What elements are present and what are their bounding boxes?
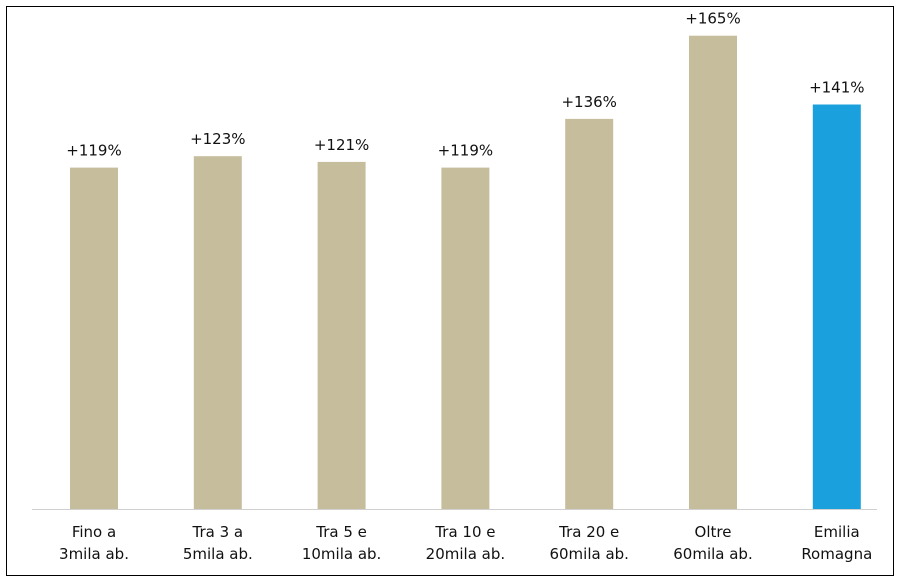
value-label-6: +141% bbox=[809, 79, 864, 97]
bar-6 bbox=[812, 104, 861, 509]
bar-5 bbox=[689, 35, 737, 509]
x-tick-label-5-line-0: Oltre bbox=[695, 523, 732, 541]
x-tick-label-3-line-0: Tra 10 e bbox=[434, 523, 495, 541]
x-tick-label-6-line-1: Romagna bbox=[801, 545, 872, 563]
value-labels-layer: +119% +123% +121% +119% +136% +165% +141% bbox=[66, 10, 864, 160]
x-tick-label-5-line-1: 60mila ab. bbox=[673, 545, 752, 563]
bar-0 bbox=[70, 167, 118, 509]
value-label-3: +119% bbox=[438, 142, 493, 160]
value-label-5: +165% bbox=[685, 10, 740, 28]
bar-3 bbox=[441, 167, 490, 509]
value-label-2: +121% bbox=[314, 136, 369, 154]
x-tick-label-2-line-1: 10mila ab. bbox=[302, 545, 381, 563]
x-tick-label-0-line-1: 3mila ab. bbox=[59, 545, 129, 563]
x-tick-label-1-line-0: Tra 3 a bbox=[192, 523, 244, 541]
x-tick-label-4-line-0: Tra 20 e bbox=[558, 523, 619, 541]
bar-2 bbox=[317, 161, 366, 509]
x-tick-label-0-line-0: Fino a bbox=[72, 523, 116, 541]
value-label-0: +119% bbox=[66, 142, 121, 160]
x-tick-label-3-line-1: 20mila ab. bbox=[426, 545, 505, 563]
x-tick-label-1-line-1: 5mila ab. bbox=[183, 545, 253, 563]
bars-layer bbox=[70, 35, 861, 510]
bar-4 bbox=[565, 118, 614, 510]
bar-chart: +119% +123% +121% +119% +136% +165% +141% Fino… bbox=[32, 10, 877, 563]
chart-frame: +119% +123% +121% +119% +136% +165% +141% Fino… bbox=[6, 6, 894, 576]
x-tick-label-2-line-0: Tra 5 e bbox=[315, 523, 367, 541]
bar-1 bbox=[193, 156, 242, 509]
value-label-1: +123% bbox=[190, 130, 245, 148]
x-tick-labels-layer: Fino a 3mila ab. Tra 3 a 5mila ab. Tra 5 e 10… bbox=[59, 523, 872, 563]
x-tick-label-6-line-0: Emilia bbox=[814, 523, 860, 541]
x-tick-label-4-line-1: 60mila ab. bbox=[549, 545, 628, 563]
value-label-4: +136% bbox=[561, 93, 616, 111]
